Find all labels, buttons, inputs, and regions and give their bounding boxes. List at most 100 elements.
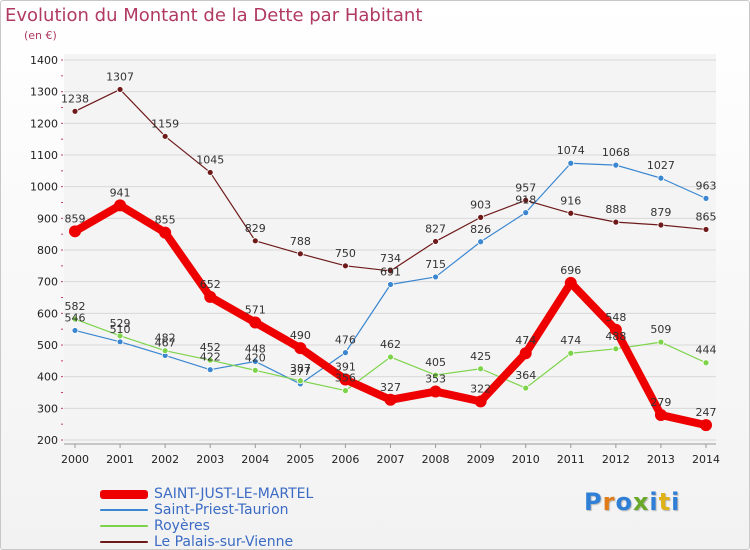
x-tick-label: 2005 bbox=[286, 453, 314, 466]
data-point bbox=[159, 226, 172, 239]
data-label: 918 bbox=[515, 194, 536, 207]
x-tick-label: 2011 bbox=[557, 453, 585, 466]
data-label: 474 bbox=[560, 334, 581, 347]
x-tick-label: 2003 bbox=[196, 453, 224, 466]
legend-item: Le Palais-sur-Vienne bbox=[100, 534, 313, 550]
data-label: 715 bbox=[425, 258, 446, 271]
data-label: 865 bbox=[696, 210, 717, 223]
data-point bbox=[429, 385, 442, 398]
x-tick-label: 2014 bbox=[692, 453, 720, 466]
x-tick-label: 2004 bbox=[241, 453, 269, 466]
data-label: 482 bbox=[155, 332, 176, 345]
data-point bbox=[612, 218, 620, 226]
data-point bbox=[657, 174, 665, 182]
y-tick-label: 900 bbox=[37, 212, 58, 225]
proxiti-logo: Proxiti bbox=[584, 488, 681, 516]
data-label: 488 bbox=[605, 330, 626, 343]
data-label: 405 bbox=[425, 356, 446, 369]
data-label: 1238 bbox=[61, 92, 89, 105]
data-label: 327 bbox=[380, 381, 401, 394]
data-point bbox=[204, 290, 217, 303]
data-point bbox=[432, 273, 439, 281]
data-point bbox=[387, 353, 394, 361]
chart-title: Evolution du Montant de la Dette par Hab… bbox=[5, 5, 423, 26]
data-label: 941 bbox=[110, 186, 131, 199]
data-point bbox=[702, 359, 710, 367]
data-label: 1307 bbox=[106, 70, 134, 83]
data-point bbox=[296, 377, 304, 385]
data-label: 788 bbox=[290, 235, 311, 248]
data-label: 582 bbox=[65, 300, 86, 313]
x-tick-label: 2012 bbox=[602, 453, 630, 466]
data-label: 1045 bbox=[196, 153, 224, 166]
data-label: 420 bbox=[245, 351, 266, 364]
data-label: 448 bbox=[245, 342, 266, 355]
data-point bbox=[522, 209, 530, 217]
data-label: 529 bbox=[110, 317, 131, 330]
data-point bbox=[700, 419, 712, 432]
x-tick-label: 2008 bbox=[422, 453, 450, 466]
data-point bbox=[206, 356, 214, 364]
data-point bbox=[567, 349, 575, 357]
legend-label: Saint-Priest-Taurion bbox=[154, 502, 289, 518]
data-label: 879 bbox=[650, 206, 671, 219]
legend-item: Royères bbox=[100, 518, 313, 534]
y-tick-label: 600 bbox=[37, 307, 58, 320]
data-label: 322 bbox=[470, 382, 491, 395]
data-label: 353 bbox=[425, 373, 446, 386]
y-tick-label: 300 bbox=[37, 402, 58, 415]
data-point bbox=[432, 238, 439, 245]
data-label: 826 bbox=[470, 223, 491, 236]
data-label: 422 bbox=[200, 351, 221, 364]
data-label: 476 bbox=[335, 334, 356, 347]
data-point bbox=[612, 161, 620, 169]
data-label: 652 bbox=[200, 278, 221, 291]
legend-label: Royères bbox=[154, 518, 210, 534]
data-point bbox=[702, 194, 710, 202]
y-tick-label: 1000 bbox=[30, 181, 58, 194]
data-point bbox=[567, 209, 575, 217]
data-label: 356 bbox=[335, 372, 356, 385]
data-point bbox=[522, 196, 530, 204]
legend-swatch bbox=[100, 489, 148, 499]
data-point bbox=[71, 107, 79, 115]
data-point bbox=[384, 393, 397, 406]
x-tick-label: 2013 bbox=[647, 453, 675, 466]
data-label: 377 bbox=[290, 365, 311, 378]
data-label: 462 bbox=[380, 338, 401, 351]
data-point bbox=[477, 365, 485, 373]
data-label: 696 bbox=[560, 264, 581, 277]
x-tick-label: 2002 bbox=[151, 453, 179, 466]
y-tick-label: 1100 bbox=[30, 149, 58, 162]
data-label: 571 bbox=[245, 304, 266, 317]
y-tick-label: 400 bbox=[37, 371, 58, 384]
data-point bbox=[342, 387, 349, 395]
data-point bbox=[567, 159, 575, 167]
data-label: 444 bbox=[696, 344, 717, 357]
data-point bbox=[251, 358, 259, 365]
y-tick-label: 800 bbox=[37, 244, 58, 257]
data-point bbox=[71, 327, 79, 334]
data-label: 957 bbox=[515, 181, 536, 194]
x-tick-label: 2007 bbox=[377, 453, 405, 466]
data-label: 509 bbox=[650, 323, 671, 336]
legend-item: Saint-Priest-Taurion bbox=[100, 502, 313, 518]
data-label: 279 bbox=[650, 396, 671, 409]
data-point bbox=[206, 366, 214, 374]
data-point bbox=[387, 267, 394, 275]
data-point bbox=[522, 384, 530, 392]
data-label: 425 bbox=[470, 350, 491, 363]
data-label: 903 bbox=[470, 198, 491, 211]
data-point bbox=[657, 221, 665, 229]
y-tick-label: 200 bbox=[37, 434, 58, 447]
y-tick-label: 1300 bbox=[30, 86, 58, 99]
y-tick-label: 1200 bbox=[30, 117, 58, 130]
data-label: 888 bbox=[605, 203, 626, 216]
data-label: 1027 bbox=[647, 159, 675, 172]
data-point bbox=[654, 408, 667, 421]
legend: SAINT-JUST-LE-MARTEL Saint-Priest-Taurio… bbox=[100, 486, 313, 550]
data-point bbox=[342, 262, 349, 270]
data-label: 963 bbox=[696, 179, 717, 192]
data-point bbox=[519, 347, 532, 360]
